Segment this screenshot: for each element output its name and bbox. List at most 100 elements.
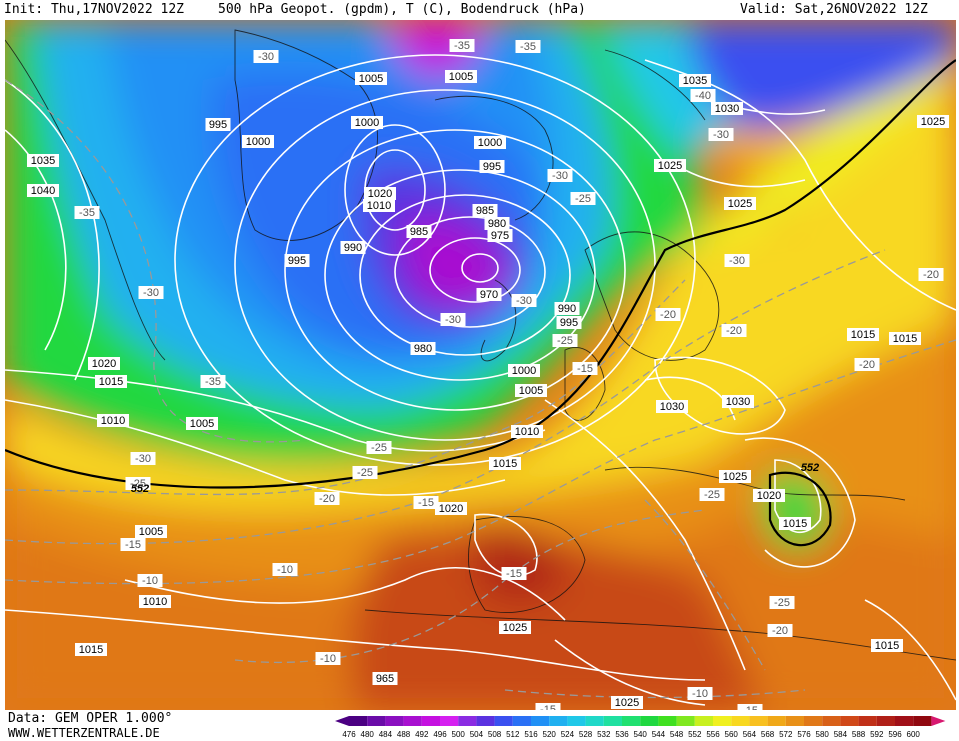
svg-text:1000: 1000: [512, 365, 536, 377]
isobar-line: [474, 513, 538, 577]
temperature-label: -10: [687, 687, 713, 700]
svg-text:-20: -20: [726, 325, 742, 337]
temperature-label: -30: [253, 50, 279, 63]
legend-value: 540: [634, 730, 648, 739]
data-source: Data: GEM OPER 1.000°: [8, 711, 173, 726]
isobar-label: 975: [487, 229, 513, 242]
temperature-label: -25: [552, 334, 578, 347]
isobar-label: 1030: [722, 395, 754, 408]
legend-swatch: [749, 716, 768, 726]
isobar-label: 1005: [445, 70, 477, 83]
isobar-label: 1015: [75, 643, 107, 656]
valid-time: Valid: Sat,26NOV2022 12Z: [740, 2, 928, 17]
svg-text:-30: -30: [713, 129, 729, 141]
svg-text:1020: 1020: [92, 358, 116, 370]
isobar-label: 1025: [724, 197, 756, 210]
isobar-label: 990: [340, 241, 366, 254]
isobar-label: 1020: [435, 502, 467, 515]
isotherms: [5, 79, 956, 699]
legend-arrow-right: [931, 716, 946, 726]
svg-text:1030: 1030: [715, 103, 739, 115]
svg-text:-35: -35: [79, 207, 95, 219]
legend-value: 504: [470, 730, 484, 739]
legend-swatch: [622, 716, 641, 726]
legend-value: 480: [361, 730, 375, 739]
isobar-line: [5, 129, 67, 351]
temperature-label: -30: [440, 313, 466, 326]
temperature-label: -20: [767, 624, 793, 637]
svg-text:-25: -25: [557, 335, 573, 347]
legend-swatch: [895, 716, 914, 726]
legend-swatch: [440, 716, 459, 726]
svg-text:-30: -30: [135, 453, 151, 465]
svg-text:1000: 1000: [478, 137, 502, 149]
isobar-label: 1005: [135, 525, 167, 538]
isobar-label: 1020: [753, 489, 785, 502]
svg-text:1005: 1005: [449, 71, 473, 83]
svg-text:995: 995: [209, 119, 227, 131]
svg-text:1005: 1005: [519, 385, 543, 397]
isobar-label: 1025: [611, 696, 643, 709]
svg-text:985: 985: [410, 226, 428, 238]
svg-text:-35: -35: [454, 40, 470, 52]
legend-swatch: [640, 716, 659, 726]
svg-text:1025: 1025: [728, 198, 752, 210]
svg-text:1020: 1020: [757, 490, 781, 502]
isobar-label: 995: [556, 316, 582, 329]
temperature-label: -35: [515, 40, 541, 53]
init-time: Init: Thu,17NOV2022 12Z: [4, 2, 185, 17]
legend-value: 536: [615, 730, 629, 739]
legend-value: 600: [907, 730, 921, 739]
legend-swatch: [913, 716, 932, 726]
svg-text:1025: 1025: [658, 160, 682, 172]
temperature-label: -25: [125, 477, 151, 490]
legend-swatch: [476, 716, 495, 726]
svg-text:-10: -10: [142, 575, 158, 587]
legend-swatch: [349, 716, 368, 726]
svg-text:-10: -10: [692, 688, 708, 700]
isobar-label: 1015: [489, 457, 521, 470]
temperature-label: -15: [535, 703, 561, 710]
temperature-label: -25: [699, 488, 725, 501]
svg-text:1005: 1005: [139, 526, 163, 538]
isobar-label: 1015: [847, 328, 879, 341]
legend-swatch: [676, 716, 695, 726]
temperature-label: -10: [272, 563, 298, 576]
legend-value: 516: [524, 730, 538, 739]
svg-text:-15: -15: [742, 705, 758, 710]
legend-swatch: [567, 716, 586, 726]
temperature-label: -30: [130, 452, 156, 465]
isobar-line: [744, 437, 856, 568]
isobar-label: 1005: [355, 72, 387, 85]
legend-value: 564: [743, 730, 757, 739]
legend-value: 484: [379, 730, 393, 739]
temperature-label: -20: [655, 308, 681, 321]
svg-text:1000: 1000: [355, 117, 379, 129]
isobar-label: 1035: [679, 74, 711, 87]
svg-text:-25: -25: [371, 442, 387, 454]
svg-text:995: 995: [288, 255, 306, 267]
svg-text:-15: -15: [540, 704, 556, 710]
isobar-line: [174, 54, 696, 466]
isotherm-line: [5, 79, 306, 443]
temperature-label: -30: [511, 294, 537, 307]
svg-text:-20: -20: [319, 493, 335, 505]
legend-value: 572: [779, 730, 793, 739]
isobar-label: 1010: [97, 414, 129, 427]
temperature-label: -20: [918, 268, 944, 281]
temperature-label: -20: [854, 358, 880, 371]
temperature-label: -25: [352, 466, 378, 479]
legend-value: 576: [797, 730, 811, 739]
temperature-label: -10: [315, 652, 341, 665]
svg-text:1015: 1015: [493, 458, 517, 470]
isobar-label: 990: [554, 302, 580, 315]
svg-text:-15: -15: [418, 497, 434, 509]
isobar-label: 1015: [889, 332, 921, 345]
map-labels: 1040 1035 1035 1030 1030 1030 1025 1025 1025 1025…: [27, 39, 949, 710]
svg-text:1015: 1015: [875, 640, 899, 652]
isobar-label: 980: [410, 342, 436, 355]
svg-text:1015: 1015: [783, 518, 807, 530]
temperature-label: -30: [547, 169, 573, 182]
legend-swatch: [785, 716, 804, 726]
isotherm-line: [234, 509, 706, 664]
